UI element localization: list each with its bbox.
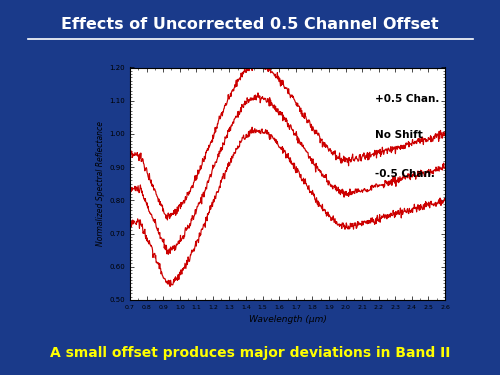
X-axis label: Wavelength (μm): Wavelength (μm) xyxy=(248,315,326,324)
Text: Effects of Uncorrected 0.5 Channel Offset: Effects of Uncorrected 0.5 Channel Offse… xyxy=(61,17,439,32)
Text: -0.5 Chan.: -0.5 Chan. xyxy=(376,170,435,180)
Text: +0.5 Chan.: +0.5 Chan. xyxy=(376,94,440,104)
Text: A small offset produces major deviations in Band II: A small offset produces major deviations… xyxy=(50,346,450,360)
Text: No Shift: No Shift xyxy=(376,130,423,140)
Y-axis label: Normalized Spectral Reflectance: Normalized Spectral Reflectance xyxy=(96,121,105,246)
